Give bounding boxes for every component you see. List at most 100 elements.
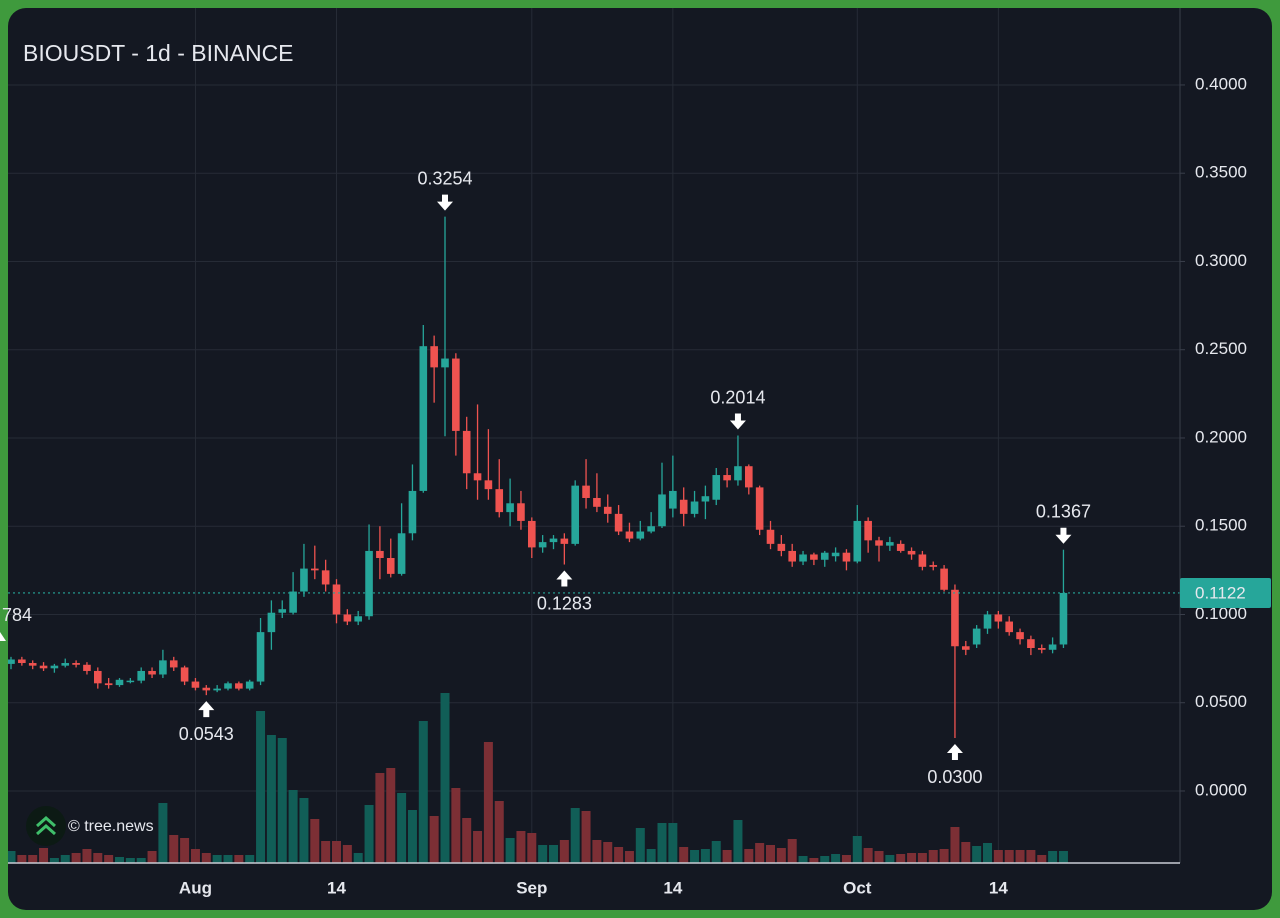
volume-bar xyxy=(614,847,624,863)
x-tick-label: Aug xyxy=(179,878,212,897)
volume-bar xyxy=(451,788,461,863)
candle-body xyxy=(202,687,211,691)
candle-body xyxy=(896,543,905,551)
volume-bar xyxy=(1026,850,1036,863)
volume-bar xyxy=(711,841,721,863)
candle-body xyxy=(386,557,395,574)
volume-bar xyxy=(755,843,765,863)
candle-body xyxy=(1059,592,1068,645)
volume-bar xyxy=(961,842,971,863)
arrow xyxy=(437,194,453,211)
volume-bar xyxy=(809,858,819,863)
volume-bar xyxy=(494,801,504,863)
volume-bar xyxy=(972,846,982,863)
volume-bar xyxy=(907,853,917,863)
volume-bar xyxy=(28,855,38,863)
volume-bar xyxy=(310,819,320,863)
arrow xyxy=(946,744,963,761)
candle-body xyxy=(777,543,786,551)
volume-bar xyxy=(538,845,548,863)
candle-body xyxy=(397,533,406,574)
candle-body xyxy=(213,688,221,691)
volume-bar xyxy=(440,693,450,863)
volume-bar xyxy=(776,848,786,863)
volume-bar xyxy=(266,735,276,863)
candle-body xyxy=(745,466,753,488)
volume-bar xyxy=(342,845,352,863)
volume-bar xyxy=(733,820,743,863)
volume-bar xyxy=(39,848,49,863)
candle-body xyxy=(332,584,341,615)
volume-bar xyxy=(505,838,515,863)
candle-body xyxy=(679,499,688,514)
candle-body xyxy=(50,665,59,669)
low-label: 0.0543 xyxy=(179,724,234,744)
volume-bar xyxy=(60,855,70,863)
candle-body xyxy=(408,490,417,534)
volume-bar xyxy=(798,856,808,863)
x-tick-label: 14 xyxy=(663,878,682,897)
volume-bar xyxy=(223,855,233,863)
arrow xyxy=(1055,527,1072,544)
volume-bar xyxy=(125,858,135,863)
volume-bar xyxy=(939,849,949,863)
candle-body xyxy=(875,540,883,546)
y-tick-label: 0.4000 xyxy=(1195,74,1247,93)
y-tick-label: 0.0500 xyxy=(1195,692,1247,711)
arrow xyxy=(0,632,6,641)
volume-bar xyxy=(429,816,439,863)
candle-body xyxy=(582,485,590,498)
volume-bar xyxy=(483,742,493,863)
volume-bar xyxy=(700,849,710,863)
volume-bar xyxy=(668,823,678,863)
candle-body xyxy=(126,680,135,683)
volume-bar xyxy=(277,738,287,863)
candle-body xyxy=(169,660,178,668)
candle-body xyxy=(810,554,818,560)
candle-body xyxy=(300,568,308,592)
volume-bar xyxy=(375,773,385,863)
logo-mark xyxy=(36,815,56,836)
candle-body xyxy=(690,501,699,514)
candle-body xyxy=(603,506,612,514)
candle-body xyxy=(235,683,243,689)
volume-bar xyxy=(299,798,309,863)
volume-bar xyxy=(180,838,190,863)
candle-body xyxy=(886,542,894,546)
volume-bar xyxy=(744,849,754,863)
volume-bar xyxy=(917,853,927,863)
overlay: 0.0000 0.0500 0.1000 0.1500 0.2000 0.2500 0.30… xyxy=(0,74,1271,897)
x-tick-label: 14 xyxy=(989,878,1008,897)
candle-body xyxy=(538,542,547,548)
y-tick-label: 0.3500 xyxy=(1195,163,1247,182)
volume-bar xyxy=(288,790,298,863)
volume-bar xyxy=(993,850,1003,863)
volume-bar xyxy=(418,721,428,863)
volume-bar xyxy=(570,808,580,863)
volume-bar xyxy=(1058,851,1068,863)
volume-bar xyxy=(201,853,211,863)
volume-bar xyxy=(766,845,775,863)
volume-bar xyxy=(549,845,558,863)
plot-area xyxy=(8,216,1180,863)
volume-bar xyxy=(82,849,92,863)
volume-bar xyxy=(473,831,483,863)
candle-body xyxy=(755,487,764,530)
candle-body xyxy=(820,552,829,560)
x-tick-label: Sep xyxy=(516,878,547,897)
candle-body xyxy=(267,612,276,633)
candle-body xyxy=(495,489,504,513)
volume-bar xyxy=(852,836,862,863)
candle-body xyxy=(191,681,200,688)
volume-bar xyxy=(321,841,331,863)
high-label: 0.2014 xyxy=(710,387,765,407)
volume-bar xyxy=(256,711,266,863)
chart-title: BIOUSDT - 1d - BINANCE xyxy=(23,40,294,66)
candle-body xyxy=(28,663,37,666)
candle-body xyxy=(354,616,362,622)
panel xyxy=(8,8,1272,910)
volume-bar xyxy=(885,855,895,863)
candle-body xyxy=(571,485,579,544)
volume-bar xyxy=(234,855,244,863)
candle-body xyxy=(365,550,373,617)
